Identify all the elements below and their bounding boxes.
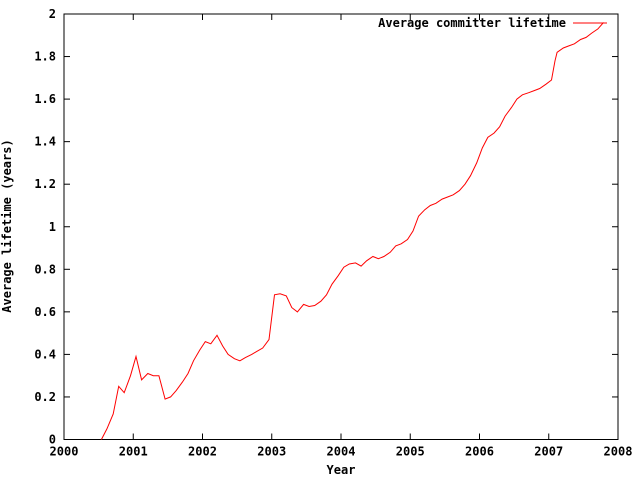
y-tick-label: 1.6 bbox=[34, 92, 56, 106]
x-tick-label: 2003 bbox=[257, 445, 286, 459]
x-tick-label: 2002 bbox=[188, 445, 217, 459]
y-tick-label: 1.8 bbox=[34, 50, 56, 64]
plot-area: 2000 2001 2002 2003 2004 2005 2006 2007 2008 0 0.2… bbox=[34, 7, 632, 459]
x-tick-label: 2007 bbox=[534, 445, 563, 459]
y-tick-label: 0 bbox=[49, 433, 56, 447]
y-axis-title: Average lifetime (years) bbox=[0, 139, 14, 312]
y-tick-label: 2 bbox=[49, 7, 56, 21]
y-tick-label: 0.2 bbox=[34, 390, 56, 404]
data-line bbox=[100, 22, 604, 440]
y-tick-label: 0.6 bbox=[34, 305, 56, 319]
legend-label: Average committer lifetime bbox=[378, 16, 566, 30]
y-tick-label: 1.2 bbox=[34, 177, 56, 191]
x-axis-title: Year bbox=[327, 463, 356, 477]
y-tick-label: 1 bbox=[49, 220, 56, 234]
x-tick-label: 2000 bbox=[50, 445, 79, 459]
plot-border bbox=[63, 13, 619, 440]
x-tick-label: 2004 bbox=[327, 445, 356, 459]
y-tick-label: 0.8 bbox=[34, 262, 56, 276]
x-tick-label: 2005 bbox=[396, 445, 425, 459]
x-tick-label: 2006 bbox=[465, 445, 494, 459]
x-tick-label: 2001 bbox=[119, 445, 148, 459]
y-tick-label: 0.4 bbox=[34, 347, 56, 361]
x-tick-label: 2008 bbox=[604, 445, 633, 459]
y-tick-label: 1.4 bbox=[34, 135, 56, 149]
